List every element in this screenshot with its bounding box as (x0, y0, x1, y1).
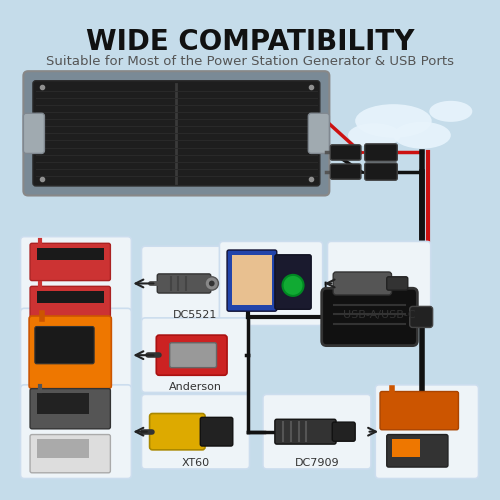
FancyBboxPatch shape (30, 434, 110, 473)
FancyBboxPatch shape (37, 291, 104, 302)
Text: Anderson: Anderson (169, 382, 222, 392)
FancyBboxPatch shape (24, 114, 44, 154)
FancyBboxPatch shape (37, 394, 90, 414)
FancyBboxPatch shape (263, 394, 371, 469)
FancyBboxPatch shape (33, 80, 320, 186)
FancyBboxPatch shape (275, 255, 311, 310)
FancyBboxPatch shape (364, 144, 398, 161)
FancyBboxPatch shape (37, 440, 90, 458)
FancyBboxPatch shape (11, 11, 489, 489)
Ellipse shape (209, 280, 214, 286)
FancyBboxPatch shape (376, 385, 478, 478)
FancyBboxPatch shape (328, 242, 430, 326)
FancyBboxPatch shape (332, 422, 355, 441)
FancyBboxPatch shape (142, 394, 250, 469)
FancyBboxPatch shape (410, 306, 432, 328)
FancyBboxPatch shape (142, 318, 250, 392)
FancyBboxPatch shape (29, 316, 112, 388)
FancyBboxPatch shape (30, 286, 110, 324)
FancyBboxPatch shape (322, 288, 418, 346)
FancyBboxPatch shape (170, 343, 216, 367)
FancyBboxPatch shape (200, 418, 233, 446)
Ellipse shape (205, 277, 218, 290)
Text: DC5521: DC5521 (174, 310, 218, 320)
FancyBboxPatch shape (20, 385, 132, 478)
FancyBboxPatch shape (30, 388, 110, 429)
Text: WIDE COMPATIBILITY: WIDE COMPATIBILITY (86, 28, 414, 56)
Text: USB-A/USB-C: USB-A/USB-C (343, 310, 415, 320)
Ellipse shape (430, 101, 472, 122)
FancyBboxPatch shape (227, 250, 277, 311)
FancyBboxPatch shape (386, 434, 448, 467)
FancyBboxPatch shape (330, 145, 361, 160)
FancyBboxPatch shape (364, 163, 398, 180)
Ellipse shape (282, 275, 304, 296)
FancyBboxPatch shape (386, 277, 408, 290)
FancyBboxPatch shape (35, 326, 94, 364)
FancyBboxPatch shape (20, 236, 132, 330)
FancyBboxPatch shape (20, 308, 132, 402)
FancyBboxPatch shape (308, 114, 330, 154)
FancyBboxPatch shape (150, 414, 205, 450)
Text: XT60: XT60 (182, 458, 210, 468)
FancyBboxPatch shape (330, 164, 361, 179)
FancyBboxPatch shape (157, 274, 211, 293)
Text: Suitable for Most of the Power Station Generator & USB Ports: Suitable for Most of the Power Station G… (46, 55, 454, 68)
FancyBboxPatch shape (380, 392, 458, 430)
FancyBboxPatch shape (24, 71, 330, 196)
Text: DC7909: DC7909 (294, 458, 339, 468)
FancyBboxPatch shape (37, 248, 104, 260)
FancyBboxPatch shape (142, 246, 250, 321)
FancyBboxPatch shape (275, 420, 336, 444)
FancyBboxPatch shape (333, 272, 392, 295)
FancyBboxPatch shape (392, 440, 420, 456)
FancyBboxPatch shape (156, 335, 227, 376)
Ellipse shape (355, 104, 432, 138)
FancyBboxPatch shape (220, 242, 322, 326)
FancyBboxPatch shape (30, 244, 110, 281)
FancyBboxPatch shape (232, 255, 272, 304)
Ellipse shape (348, 124, 401, 147)
Ellipse shape (394, 122, 451, 148)
